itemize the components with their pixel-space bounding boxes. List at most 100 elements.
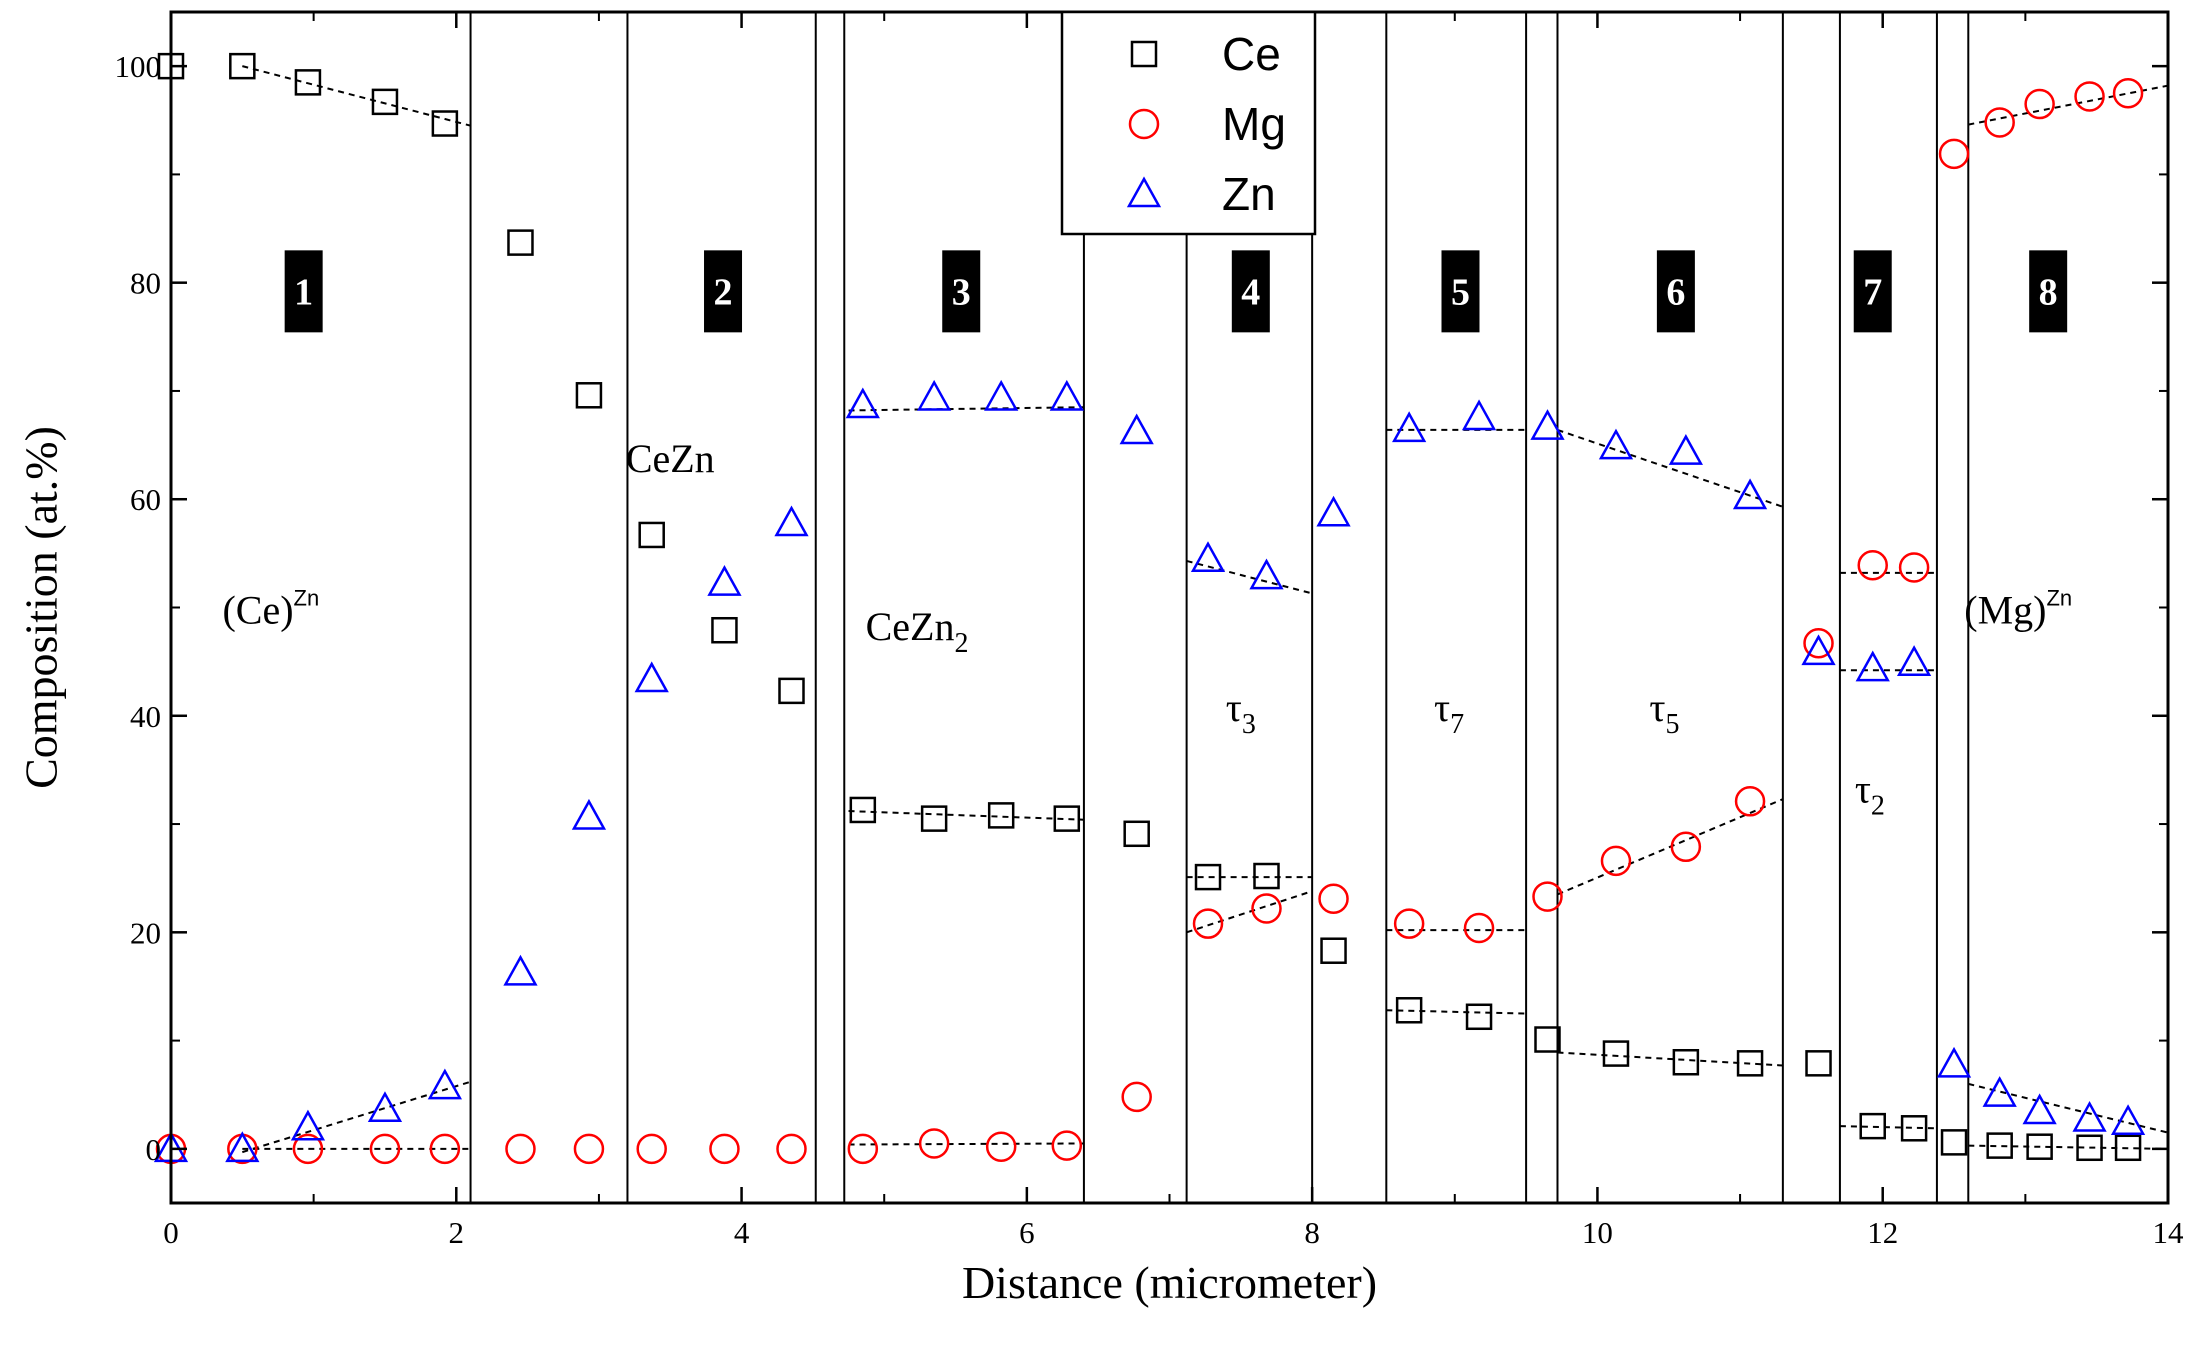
fit-line-ce: [1557, 1051, 1783, 1067]
marker-zn: [1896, 645, 1932, 676]
phase-label-main: τ: [1649, 685, 1665, 730]
marker-zn: [1392, 411, 1427, 443]
phase-label-sub: 5: [1666, 709, 1680, 740]
marker-ce: [1395, 997, 1423, 1024]
fit-line-zn: [1186, 559, 1313, 595]
y-tick-label: 60: [130, 482, 161, 517]
phase-label: τ2: [1855, 766, 1885, 821]
marker-zn: [1461, 399, 1497, 431]
region-5-number: 5: [1451, 271, 1470, 313]
marker-ce: [1859, 1112, 1886, 1140]
marker-mg: [1532, 881, 1563, 912]
marker-mg: [1600, 845, 1632, 877]
marker-zn: [1936, 1046, 1972, 1078]
marker-zn: [2022, 1093, 2057, 1125]
fit-line-ce: [1839, 1125, 1937, 1130]
legend-marker-ce: [1130, 40, 1158, 68]
marker-ce: [1123, 820, 1150, 848]
y-tick-label: 40: [130, 699, 161, 734]
phase-label-main: τ: [1855, 766, 1871, 811]
x-tick-label: 14: [2153, 1215, 2185, 1250]
marker-ce: [2114, 1134, 2142, 1162]
marker-zn: [2072, 1100, 2107, 1132]
region-7-badge: [1853, 250, 1892, 333]
phase-label-sub: 3: [1242, 709, 1256, 740]
legend-marker-mg: [1128, 108, 1160, 140]
marker-zn: [427, 1068, 462, 1100]
marker-ce: [2076, 1134, 2103, 1162]
marker-mg: [1051, 1130, 1083, 1161]
phase-label-sub: 7: [1450, 709, 1464, 740]
marker-mg: [1463, 912, 1495, 944]
marker-ce: [1736, 1050, 1764, 1077]
marker-zn: [2110, 1104, 2146, 1136]
marker-ce: [778, 677, 805, 705]
marker-mg: [2024, 88, 2055, 120]
marker-ce: [1986, 1132, 2013, 1159]
x-tick-label: 2: [449, 1215, 465, 1250]
legend-label-mg: Mg: [1222, 98, 1286, 150]
x-tick-label: 4: [734, 1215, 750, 1250]
marker-ce: [1465, 1003, 1493, 1031]
marker-zn: [984, 379, 1019, 411]
region-6-badge: [1656, 250, 1695, 333]
marker-mg: [1734, 786, 1766, 817]
marker-zn: [1249, 558, 1284, 590]
phase-label-main: CeZn: [866, 604, 955, 649]
marker-mg: [429, 1133, 461, 1165]
marker-mg: [1898, 552, 1930, 583]
fit-line-ce: [1968, 1144, 2169, 1150]
marker-zn: [774, 505, 809, 537]
marker-ce: [2026, 1133, 2053, 1160]
marker-ce: [507, 229, 534, 256]
marker-zn: [1732, 478, 1768, 510]
marker-zn: [1668, 434, 1703, 465]
x-tick-label: 0: [163, 1215, 179, 1250]
x-tick-label: 10: [1582, 1215, 1613, 1250]
marker-ce: [1672, 1048, 1700, 1076]
marker-zn: [1049, 379, 1084, 411]
marker-zn: [1982, 1076, 2017, 1107]
phase-label-main: (Ce): [222, 588, 293, 633]
fit-line-mg: [1968, 84, 2169, 126]
marker-zn: [707, 565, 742, 596]
fit-line-zn: [1968, 1082, 2169, 1134]
marker-ce: [1534, 1026, 1561, 1053]
marker-mg: [1318, 883, 1349, 915]
marker-zn: [917, 379, 952, 411]
marker-ce: [1602, 1040, 1630, 1067]
marker-zn: [503, 954, 538, 986]
fit-line-ce: [848, 810, 1084, 821]
fit-line-mg: [1557, 798, 1784, 896]
region-7-number: 7: [1863, 271, 1882, 313]
phase-label-main: τ: [1434, 685, 1450, 730]
marker-mg: [369, 1133, 401, 1165]
phase-label-sub: 2: [954, 628, 968, 659]
marker-ce: [294, 69, 322, 96]
region-3-badge: [942, 250, 981, 333]
phase-label-main: τ: [1226, 685, 1242, 730]
marker-mg: [1857, 550, 1888, 581]
marker-mg: [1121, 1081, 1152, 1113]
marker-zn: [1855, 650, 1890, 682]
phase-label: CeZn: [626, 436, 715, 481]
region-2-number: 2: [714, 271, 733, 313]
legend-box: [1060, 10, 1317, 236]
marker-mg: [573, 1133, 605, 1165]
data-markers: [153, 52, 2146, 1165]
marker-ce: [431, 110, 459, 137]
marker-zn: [571, 798, 607, 830]
marker-zn: [634, 661, 669, 693]
marker-ce: [1805, 1050, 1832, 1077]
marker-ce: [575, 382, 603, 409]
phase-label-sup: Zn: [2046, 586, 2072, 611]
marker-mg: [1803, 627, 1834, 659]
x-tick-label: 6: [1019, 1215, 1035, 1250]
marker-ce: [849, 796, 877, 824]
marker-ce: [1940, 1129, 1968, 1156]
fit-line-ce: [1386, 1009, 1527, 1015]
region-4-badge: [1231, 250, 1270, 333]
